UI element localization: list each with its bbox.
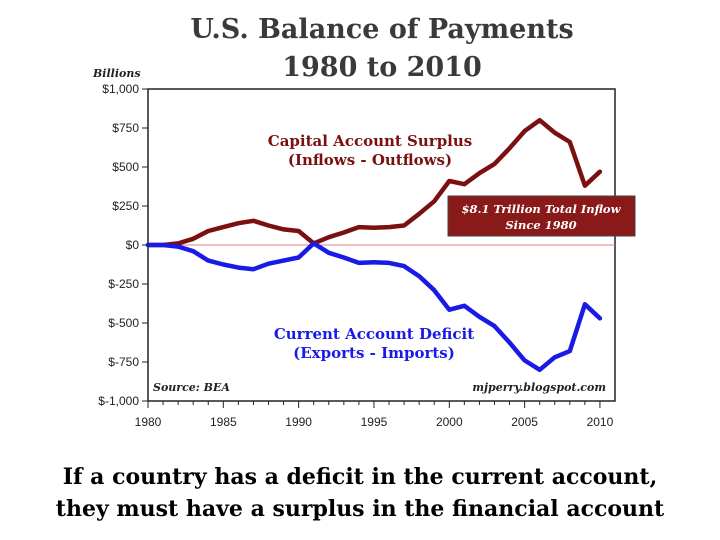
total-inflow-line2: Since 1980 [505, 218, 576, 232]
x-tick-label: 2010 [587, 415, 614, 429]
credit-note: mjperry.blogspot.com [472, 381, 606, 394]
total-inflow-box: $8.1 Trillion Total Inflow Since 1980 [447, 195, 636, 237]
chart-title: U.S. Balance of Payments [190, 14, 573, 45]
y-tick-label: $-500 [108, 316, 139, 330]
y-tick-label: $-750 [108, 355, 139, 369]
x-tick-label: 1985 [210, 415, 237, 429]
source-note: Source: BEA [153, 381, 230, 394]
y-axis-label: Billions [92, 67, 141, 80]
current-account-line [145, 241, 603, 373]
total-inflow-line1: $8.1 Trillion Total Inflow [461, 202, 621, 216]
capital-annotation-line2: (Inflows - Outflows) [288, 151, 452, 169]
x-tick-label: 1990 [285, 415, 312, 429]
current-annotation-line2: (Exports - Imports) [293, 344, 455, 362]
y-tick-label: $1,000 [102, 82, 139, 96]
y-tick-label: $250 [112, 199, 139, 213]
current-annotation-line1: Current Account Deficit [274, 325, 474, 343]
capital-annotation-line1: Capital Account Surplus [268, 132, 472, 150]
x-tick-label: 2000 [436, 415, 463, 429]
y-tick-label: $-250 [108, 277, 139, 291]
caption-line-1: If a country has a deficit in the curren… [62, 464, 658, 490]
chart-subtitle: 1980 to 2010 [282, 52, 482, 83]
y-tick-label: $500 [112, 160, 139, 174]
capital-account-line [145, 117, 603, 248]
y-tick-label: $0 [126, 238, 140, 252]
x-tick-label: 2005 [511, 415, 538, 429]
x-tick-label: 1995 [361, 415, 388, 429]
y-tick-label: $-1,000 [98, 394, 139, 408]
x-tick-label: 1980 [135, 415, 162, 429]
y-tick-label: $750 [112, 121, 139, 135]
caption-line-2: they must have a surplus in the financia… [55, 496, 665, 522]
